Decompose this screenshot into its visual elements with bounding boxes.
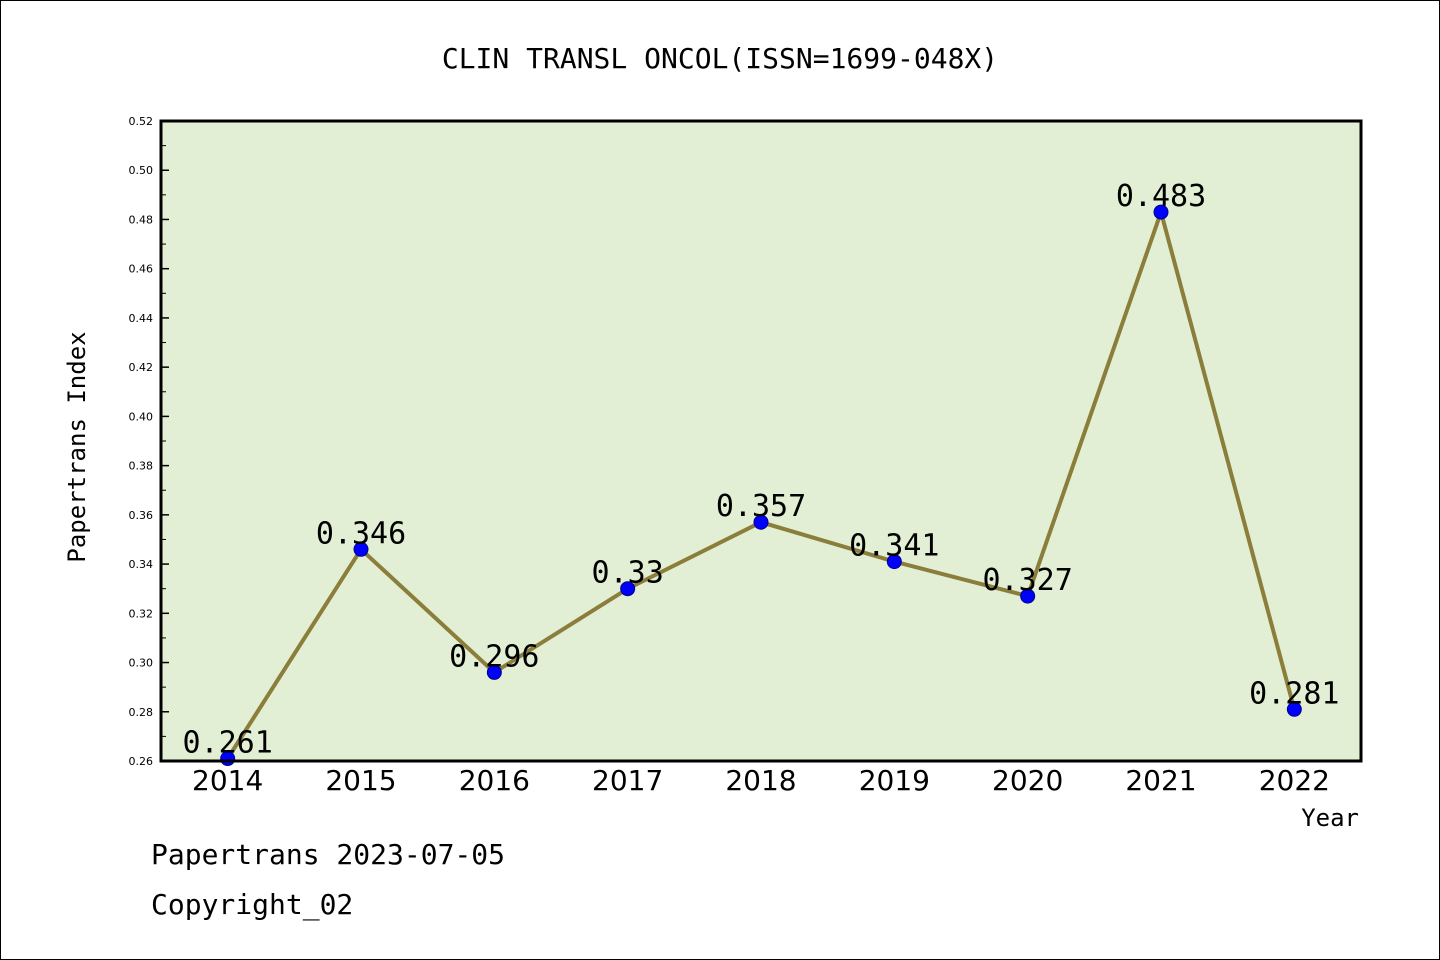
data-label: 0.341 — [849, 529, 939, 564]
data-point — [353, 541, 369, 557]
x-axis-label: Year — [1301, 804, 1359, 832]
data-label: 0.346 — [316, 516, 406, 551]
y-tick-label: 0.26 — [129, 755, 154, 768]
data-label: 0.281 — [1249, 676, 1339, 711]
y-axis-label: Papertrans Index — [63, 331, 91, 562]
data-point — [620, 581, 636, 597]
y-tick-label: 0.30 — [129, 657, 154, 670]
plot-area — [161, 121, 1361, 761]
y-tick-label: 0.46 — [129, 263, 154, 276]
data-markers — [220, 204, 1302, 767]
y-tick-label: 0.40 — [129, 410, 154, 423]
x-tick-label: 2019 — [859, 764, 930, 797]
x-tick-label: 2015 — [325, 764, 396, 797]
x-tick-label: 2021 — [1125, 764, 1196, 797]
y-tick-label: 0.42 — [129, 361, 154, 374]
y-tick-label: 0.44 — [129, 312, 154, 325]
x-tick-label: 2022 — [1259, 764, 1330, 797]
data-label: 0.296 — [449, 639, 539, 674]
data-point — [1286, 701, 1302, 717]
data-label: 0.483 — [1116, 179, 1206, 214]
data-point — [753, 514, 769, 530]
data-labels: 0.261 0.346 0.296 0.33 0.357 0.341 0.327 0.483 0… — [183, 179, 1340, 760]
x-axis: 2014 2015 2016 2017 2018 2019 2020 2021 2022 — [192, 764, 1330, 797]
x-tick-label: 2020 — [992, 764, 1063, 797]
footer-copyright: Copyright_02 — [151, 888, 353, 922]
data-point — [486, 664, 502, 680]
data-point — [886, 554, 902, 570]
y-tick-label: 0.36 — [129, 509, 154, 522]
footer-date: Papertrans 2023-07-05 — [151, 838, 505, 871]
y-axis: 0.26 0.28 0.30 0.32 0.34 0.36 0.38 0.40 0.42 0.44… — [129, 115, 169, 768]
y-tick-label: 0.28 — [129, 706, 154, 719]
data-point — [1020, 588, 1036, 604]
y-tick-label: 0.32 — [129, 607, 154, 620]
plot-frame — [159, 119, 1363, 763]
y-tick-label: 0.48 — [129, 213, 154, 226]
data-label: 0.357 — [716, 489, 806, 524]
y-tick-label: 0.52 — [129, 115, 154, 128]
x-tick-label: 2018 — [725, 764, 796, 797]
y-tick-label: 0.34 — [129, 558, 154, 571]
chart-title: CLIN TRANSL ONCOL(ISSN=1699-048X) — [442, 42, 998, 75]
x-tick-label: 2014 — [192, 764, 263, 797]
data-label: 0.261 — [183, 726, 273, 761]
x-tick-label: 2017 — [592, 764, 663, 797]
data-point — [1153, 204, 1169, 220]
data-label: 0.33 — [592, 556, 664, 591]
y-tick-label: 0.38 — [129, 460, 154, 473]
x-tick-label: 2016 — [459, 764, 530, 797]
data-label: 0.327 — [983, 563, 1073, 598]
y-tick-label: 0.50 — [129, 164, 154, 177]
